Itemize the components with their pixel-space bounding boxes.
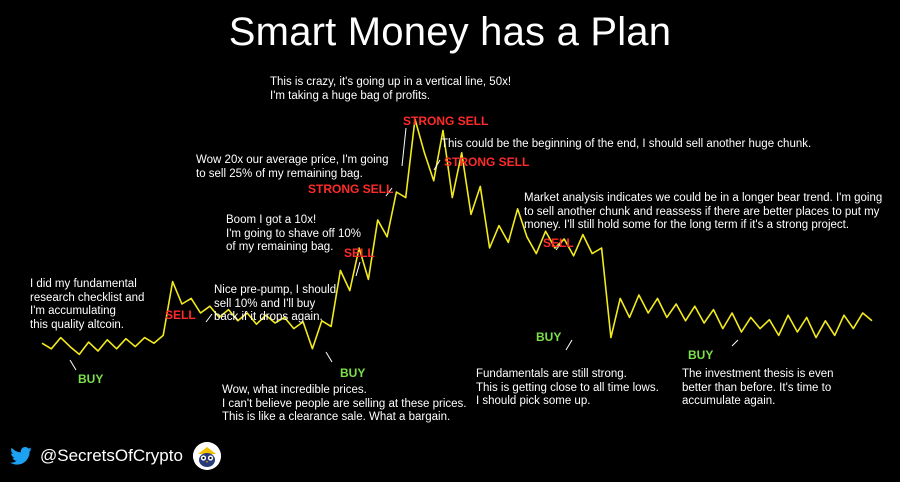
annotation-thesis: The investment thesis is even better tha… <box>682 368 834 407</box>
signal-strong-sell-1: STRONG SELL <box>308 182 394 196</box>
signal-buy-4: BUY <box>688 348 714 362</box>
price-line <box>41 118 873 356</box>
annotation-10x: Boom I got a 10x! I'm going to shave off… <box>226 214 361 253</box>
signal-sell-2: SELL <box>344 246 375 260</box>
signal-strong-sell-3: STRONG SELL <box>444 155 530 169</box>
page-title: Smart Money has a Plan <box>228 10 672 54</box>
signal-leader-1 <box>205 313 213 323</box>
signal-leader-4 <box>385 187 393 197</box>
signal-leader-8 <box>565 339 573 351</box>
signal-buy-3: BUY <box>536 330 562 344</box>
annotation-bear-trend: Market analysis indicates we could be in… <box>524 192 883 231</box>
footer: @SecretsOfCrypto <box>10 438 221 474</box>
annotation-20x: Wow 20x our average price, I'm going to … <box>196 154 389 180</box>
owl-avatar-icon <box>192 442 221 470</box>
twitter-bird-icon <box>10 447 32 465</box>
signal-buy-1: BUY <box>78 372 104 386</box>
annotation-clearance-sale: Wow, what incredible prices. I can't bel… <box>222 384 467 423</box>
signal-leader-5 <box>401 127 407 167</box>
signal-leader-9 <box>731 339 739 347</box>
annotation-accumulate: I did my fundamental research checklist … <box>30 278 145 331</box>
signal-markers <box>69 127 739 371</box>
annotation-pre-pump: Nice pre-pump, I should sell 10% and I'l… <box>214 284 337 323</box>
signal-strong-sell-2: STRONG SELL <box>403 114 489 128</box>
signal-leader-7 <box>555 241 563 251</box>
signal-leader-2 <box>325 351 333 363</box>
signal-leader-6 <box>433 159 441 171</box>
annotation-beginning-of-end: This could be the beginning of the end, … <box>441 138 812 150</box>
signal-sell-1: SELL <box>165 308 196 322</box>
signal-buy-2: BUY <box>340 366 366 380</box>
twitter-handle: @SecretsOfCrypto <box>40 446 183 465</box>
annotation-50x: This is crazy, it's going up in a vertic… <box>270 76 512 102</box>
signal-leader-3 <box>355 261 361 277</box>
annotation-fundamentals: Fundamentals are still strong. This is g… <box>476 368 659 407</box>
signal-leader-0 <box>69 359 77 371</box>
signal-sell-3: SELL <box>543 236 574 250</box>
